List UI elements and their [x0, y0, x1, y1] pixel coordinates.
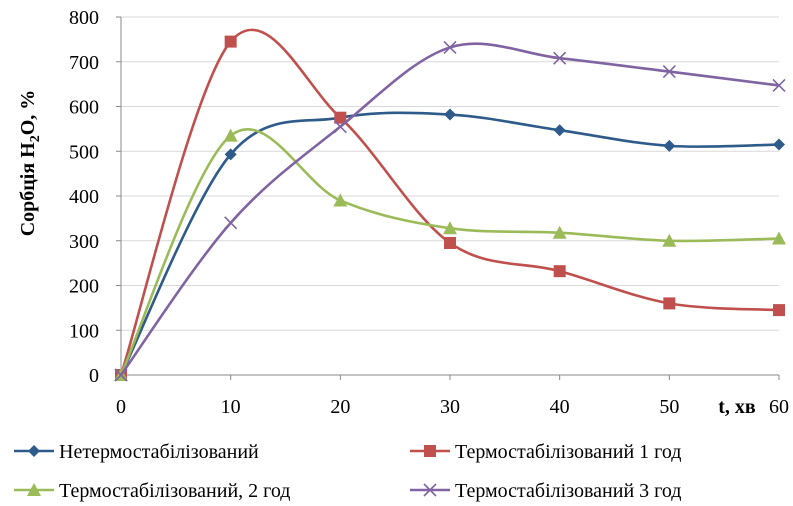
- series-2-point-6: [772, 231, 786, 245]
- series-3-point-0: [114, 368, 128, 382]
- series-3-point-2: [333, 120, 347, 134]
- y-tick-label-7: 700: [69, 52, 99, 74]
- y-axis-title-suffix: O, %: [17, 90, 39, 136]
- legend-item-1: Термостабілізований 1 год: [410, 441, 681, 463]
- series-1-point-3: [444, 236, 456, 249]
- series-3: [114, 40, 786, 382]
- y-tick-label-4: 400: [69, 186, 99, 208]
- legend: Нетермостабілізований Термостабілізований…: [14, 441, 681, 502]
- series-1-point-2: [334, 111, 347, 124]
- gridlines: [121, 16, 779, 331]
- series-line-3: [119, 42, 780, 376]
- series-0-point-5: [663, 139, 676, 152]
- x-tick-labels: 0 10 20 30 40 50 60: [116, 396, 789, 418]
- legend-label-1: Термостабілізований 1 год: [455, 441, 681, 463]
- legend-label-3: Термостабілізований 3 год: [455, 480, 681, 502]
- legend-label-2: Термостабілізований, 2 год: [59, 480, 290, 502]
- series-0-point-1: [224, 148, 237, 161]
- series-1-point-6: [773, 304, 785, 317]
- x-tick-label-0: 0: [116, 396, 126, 418]
- legend-marker-3: [423, 483, 437, 497]
- y-tick-label-1: 100: [69, 320, 99, 342]
- y-tick-label-0: 0: [89, 365, 99, 387]
- y-tick-label-3: 300: [69, 231, 99, 253]
- series-2: [114, 127, 786, 381]
- series-group: [114, 28, 786, 382]
- legend-item-2: Термостабілізований, 2 год: [14, 480, 290, 502]
- y-tick-label-5: 500: [69, 141, 99, 163]
- series-3-point-5: [662, 65, 676, 79]
- x-tick-label-4: 40: [550, 396, 570, 418]
- series-1-point-4: [553, 265, 566, 278]
- x-tick-label-3: 30: [440, 396, 460, 418]
- series-line-1: [119, 28, 780, 376]
- legend-item-0: Нетермостабілізований: [14, 441, 259, 463]
- legend-marker-0: [28, 445, 40, 457]
- y-axis-title-subscript: 2: [28, 135, 43, 142]
- series-1-point-5: [663, 297, 676, 310]
- series-1: [115, 28, 785, 381]
- series-3-point-6: [772, 78, 786, 93]
- series-3-point-4: [553, 51, 567, 65]
- x-tick-label-5: 50: [659, 396, 679, 418]
- series-2-point-3: [443, 221, 457, 235]
- series-2-point-5: [662, 233, 677, 247]
- series-2-point-4: [552, 225, 567, 239]
- series-2-point-2: [333, 193, 348, 207]
- legend-marker-2: [27, 483, 41, 496]
- axes: [116, 16, 780, 380]
- x-tick-label-1: 10: [221, 396, 241, 418]
- y-tick-label-8: 800: [69, 7, 99, 29]
- series-1-point-1: [224, 35, 237, 48]
- series-2-point-1: [223, 128, 238, 142]
- legend-marker-1: [424, 445, 436, 457]
- series-0-point-3: [444, 108, 456, 121]
- series-0-point-4: [553, 124, 566, 137]
- x-axis-title: t, хв: [718, 396, 756, 418]
- series-line-2: [119, 127, 780, 376]
- y-tick-label-2: 200: [69, 276, 99, 298]
- y-tick-label-6: 600: [69, 97, 99, 119]
- legend-item-3: Термостабілізований 3 год: [410, 480, 681, 502]
- series-3-point-3: [443, 40, 457, 54]
- series-3-point-1: [224, 216, 238, 230]
- y-axis-title: Сорбція H2O, %: [17, 90, 43, 237]
- y-tick-labels: 0 100 200 300 400 500 600 700 800: [69, 7, 99, 387]
- legend-label-0: Нетермостабілізований: [59, 441, 259, 463]
- y-axis-title-prefix: Сорбція H: [17, 142, 39, 236]
- x-tick-label-2: 20: [330, 396, 350, 418]
- series-0-point-6: [773, 138, 785, 151]
- x-tick-label-6: 60: [769, 396, 789, 418]
